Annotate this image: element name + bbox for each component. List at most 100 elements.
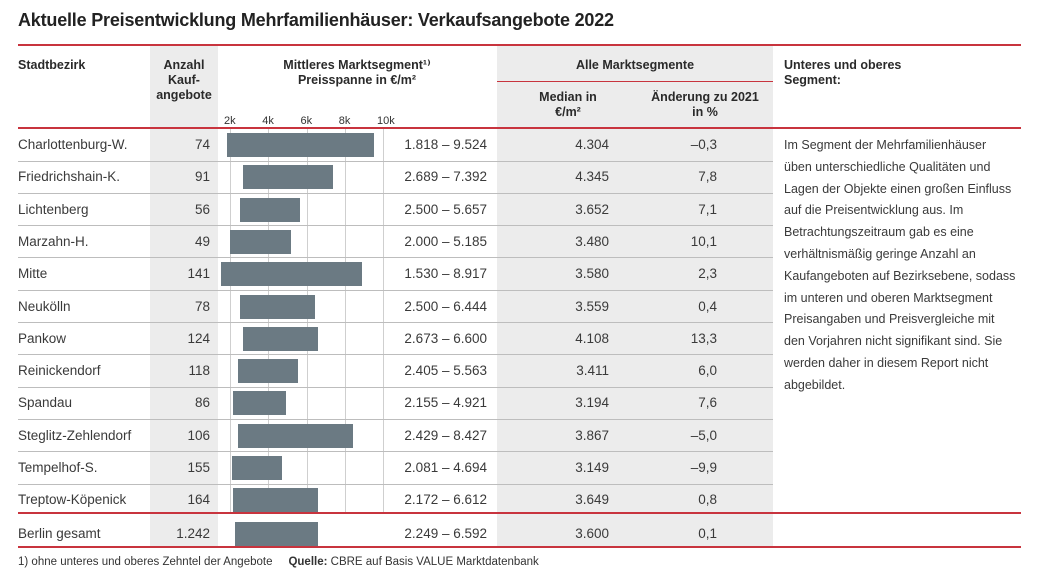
axis-tick-label: 2k — [224, 115, 236, 127]
offer-count: 124 — [187, 330, 210, 346]
header-range: Mittleres Marktsegment¹⁾ Preisspanne in … — [232, 58, 482, 88]
gridline — [345, 128, 346, 514]
price-range-bar — [242, 326, 318, 351]
median-price: 3.649 — [575, 492, 609, 508]
table-row: Spandau 86 2.155 – 4.921 3.194 7,6 — [18, 387, 773, 420]
price-range: 2.081 – 4.694 — [404, 460, 487, 475]
change-percent: 0,8 — [698, 492, 717, 508]
median-price: 3.580 — [575, 266, 609, 282]
price-range-bar — [239, 294, 315, 319]
offer-count: 1.242 — [176, 525, 210, 541]
district-name: Neukölln — [18, 298, 71, 314]
change-percent: 10,1 — [690, 233, 717, 249]
offer-count: 49 — [194, 233, 210, 249]
offer-count: 91 — [194, 169, 210, 185]
price-range: 2.172 – 6.612 — [404, 492, 487, 508]
header-all-segments: Alle Marktsegmente — [575, 58, 695, 72]
median-price: 3.194 — [575, 395, 609, 411]
table-row: Treptow-Köpenick 164 2.172 – 6.612 3.649 0,8 — [18, 484, 773, 517]
change-percent: 7,8 — [698, 169, 717, 185]
header-count-label: Anzahl Kauf-angebote — [156, 58, 212, 102]
offer-count: 118 — [188, 363, 210, 379]
table-row: Friedrichshain-K. 91 2.689 – 7.392 4.345 7,8 — [18, 161, 773, 194]
page-title: Aktuelle Preisentwicklung Mehrfamilienhä… — [18, 10, 614, 30]
total-row: Berlin gesamt 1.242 2.249 – 6.592 3.600 0,1 — [18, 518, 773, 551]
price-range-bar — [226, 133, 374, 157]
change-percent: 0,1 — [698, 525, 717, 541]
district-name: Charlottenburg-W. — [18, 137, 128, 152]
price-range: 2.500 – 6.444 — [404, 298, 487, 314]
offer-count: 56 — [194, 201, 210, 217]
all-segments-rule — [497, 81, 773, 82]
price-range: 2.155 – 4.921 — [404, 395, 487, 411]
bottom-rule — [18, 546, 1021, 548]
median-price: 4.304 — [575, 137, 609, 152]
median-price: 3.149 — [575, 460, 609, 475]
price-range-bar — [231, 456, 282, 480]
price-range-bar — [234, 521, 318, 546]
table-row: Mitte 141 1.530 – 8.917 3.580 2,3 — [18, 258, 773, 291]
district-name: Mitte — [18, 266, 48, 282]
price-range: 2.429 – 8.427 — [404, 427, 487, 443]
change-percent: 2,3 — [698, 266, 717, 282]
price-range: 2.405 – 5.563 — [404, 363, 487, 379]
table-row: Lichtenberg 56 2.500 – 5.657 3.652 7,1 — [18, 194, 773, 227]
price-range-bar — [243, 165, 334, 190]
offer-count: 78 — [194, 298, 210, 314]
header-change: Änderung zu 2021 in % — [651, 90, 759, 119]
table-row: Charlottenburg-W. 74 1.818 – 9.524 4.304 –0,… — [18, 129, 773, 162]
price-range: 2.000 – 5.185 — [404, 233, 487, 249]
gridline — [268, 128, 269, 514]
change-percent: 7,1 — [698, 201, 717, 217]
axis-tick-label: 8k — [338, 115, 351, 127]
footnote: 1) ohne unteres und oberes Zehntel der A… — [18, 556, 273, 568]
header-rule — [18, 127, 1021, 129]
median-price: 3.411 — [576, 363, 609, 379]
median-price: 3.559 — [575, 298, 609, 314]
district-name: Tempelhof-S. — [18, 460, 98, 475]
offer-count: 86 — [194, 395, 210, 411]
note-text: Im Segment der Mehrfamilienhäuser üben u… — [784, 138, 1016, 392]
median-price: 3.867 — [575, 427, 609, 443]
gridline — [307, 128, 308, 514]
change-percent: 6,0 — [698, 363, 717, 379]
top-rule — [18, 44, 1021, 46]
district-name: Reinickendorf — [18, 363, 101, 379]
district-name: Marzahn-H. — [18, 233, 89, 249]
price-range: 1.818 – 9.524 — [404, 137, 487, 152]
total-rule — [18, 512, 1021, 514]
axis-tick-label: 10k — [377, 115, 395, 127]
offer-count: 106 — [187, 427, 210, 443]
price-range: 1.530 – 8.917 — [404, 266, 487, 282]
change-percent: –0,3 — [690, 137, 717, 152]
offer-count: 155 — [187, 460, 210, 475]
header-range-line2: Preisspanne in €/m² — [297, 73, 417, 87]
price-range-bar — [230, 229, 291, 254]
gridline — [383, 128, 384, 514]
header-median: Median in €/m² — [539, 90, 597, 119]
axis-tick-label: 6k — [300, 115, 313, 127]
offer-count: 164 — [187, 492, 210, 508]
header-district: Stadtbezirk — [18, 58, 86, 72]
source-label: Quelle: — [288, 556, 328, 568]
price-range-bar — [232, 391, 286, 416]
axis-tick-label: 4k — [262, 115, 274, 127]
price-range: 2.249 – 6.592 — [404, 525, 487, 541]
change-percent: 13,3 — [690, 330, 717, 346]
district-name: Friedrichshain-K. — [18, 169, 121, 185]
footer: 1) ohne unteres und oberes Zehntel der A… — [18, 556, 539, 568]
median-price: 4.345 — [575, 169, 609, 185]
header-note: Unteres und oberes Segment: — [784, 58, 902, 87]
table-row: Tempelhof-S. 155 2.081 – 4.694 3.149 –9,9 — [18, 452, 773, 485]
median-price: 3.480 — [575, 233, 609, 249]
offer-count: 141 — [187, 266, 210, 282]
district-name: Pankow — [18, 330, 67, 346]
price-range: 2.673 – 6.600 — [404, 330, 487, 346]
all-segments-bg — [497, 46, 773, 546]
change-percent: 0,4 — [698, 298, 717, 314]
price-range-bar — [237, 359, 299, 384]
table-row: Pankow 124 2.673 – 6.600 4.108 13,3 — [18, 323, 773, 356]
gridline — [230, 128, 231, 514]
district-name: Lichtenberg — [18, 201, 89, 217]
table-row: Marzahn-H. 49 2.000 – 5.185 3.480 10,1 — [18, 226, 773, 259]
